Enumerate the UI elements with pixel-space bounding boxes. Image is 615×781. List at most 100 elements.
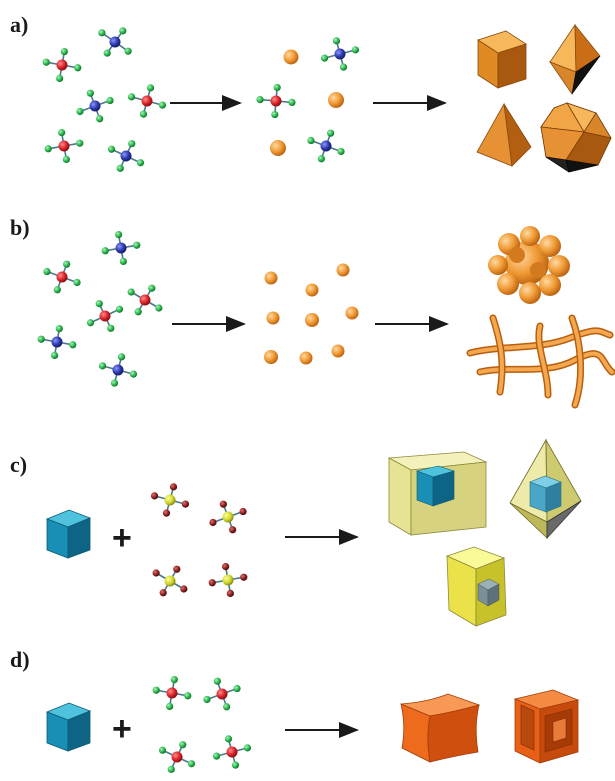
precursor-molecule: [86, 300, 124, 332]
ligand-atom: [150, 492, 159, 500]
metal-center-atom: [216, 688, 228, 700]
nanowire-network-orange: [466, 314, 615, 409]
ligand-atom: [229, 526, 237, 534]
ligand-atom: [74, 64, 82, 72]
ligand-atom: [42, 58, 50, 66]
ligand-atom: [337, 147, 345, 156]
ligand-atom: [134, 308, 142, 316]
metal-center-atom: [120, 150, 132, 162]
precursor-molecule: [43, 260, 81, 294]
ligand-atom: [307, 136, 315, 145]
panel-label-a: a): [10, 12, 28, 37]
nanoparticle-sphere: [264, 271, 278, 285]
metal-center-atom: [58, 140, 70, 152]
ligand-atom: [62, 155, 70, 163]
ligand-atom: [106, 96, 114, 105]
particles-layer: [264, 49, 359, 365]
nanoparticle-sphere: [305, 283, 319, 297]
ligand-atom: [223, 703, 231, 711]
ligand-atom: [76, 107, 84, 116]
nanoparticle-sphere: [264, 350, 278, 364]
ligand-atom: [136, 159, 145, 167]
ligand-atom: [231, 761, 240, 769]
ligand-atom: [53, 286, 61, 294]
precursor-molecule: [127, 284, 163, 316]
ligand-atom: [158, 746, 167, 754]
ligand-atom: [69, 341, 77, 349]
concave-nanocube-orange: [400, 693, 481, 763]
ligand-atom: [320, 54, 329, 62]
metal-center-atom: [222, 511, 234, 523]
ligand-atom: [226, 589, 234, 597]
precursor-molecule: [37, 325, 77, 359]
nanoparticle-sphere: [305, 313, 319, 327]
precursor-molecule: [256, 83, 296, 119]
ligand-atom: [158, 101, 167, 109]
ligand-atom: [110, 379, 119, 387]
ligand-atom: [98, 362, 107, 370]
metal-center-atom: [222, 574, 234, 586]
ligand-atom: [169, 483, 178, 491]
hollow-nanoframe-cube-orange: [513, 689, 580, 764]
ligand-atom: [209, 518, 217, 527]
nanoparticle-sphere: [331, 344, 345, 358]
nanoparticle-sphere: [283, 49, 299, 65]
ligand-atom: [37, 335, 45, 343]
metal-center-atom: [166, 687, 178, 699]
plus-sign-d: +: [112, 710, 132, 748]
ligand-atom: [128, 140, 136, 148]
metal-center-atom: [171, 751, 183, 763]
precursor-molecule: [158, 741, 196, 773]
precursor-molecule: [76, 89, 114, 123]
ligand-atom: [119, 257, 127, 265]
core-shell-cube-yellow: [387, 451, 488, 536]
ligand-atom: [56, 74, 64, 82]
ligand-atom: [95, 300, 103, 308]
metal-center-atom: [320, 140, 332, 152]
ligand-atom: [203, 695, 211, 704]
ligand-atom: [124, 47, 132, 55]
ligand-atom: [55, 325, 63, 333]
ligand-atom: [86, 89, 94, 97]
nanoparticle-sphere: [328, 92, 344, 108]
precursor-molecule: [209, 500, 247, 534]
precursor-molecule: [150, 483, 190, 517]
ligand-atom: [117, 353, 126, 361]
ligand-atom: [119, 27, 127, 35]
ligand-atom: [73, 278, 81, 287]
precursor-molecule: [152, 676, 192, 710]
ligand-atom: [256, 96, 264, 104]
ligand-atom: [213, 677, 221, 685]
metal-center-atom: [139, 294, 151, 306]
dendritic-nanoparticle-orange: [488, 226, 570, 304]
precursor-molecule: [127, 84, 167, 118]
ligand-atom: [180, 585, 188, 593]
ligand-atom: [152, 686, 160, 694]
ligand-atom: [60, 48, 68, 56]
core-shell-concave-cube-yellow: [445, 546, 507, 627]
metal-center-atom: [141, 95, 153, 107]
polyhedron-tetrahedron-orange: [476, 102, 532, 167]
molecules-layer: [37, 27, 360, 773]
precursor-molecule: [44, 129, 84, 163]
precursor-molecule: [212, 735, 252, 769]
polyhedron-icosahedron-orange: [540, 102, 612, 173]
panel-label-d: d): [10, 647, 30, 672]
ligand-atom: [233, 684, 241, 693]
ligand-atom: [173, 565, 181, 573]
seed-cube-blue-c: [45, 509, 92, 559]
polyhedron-cube-orange: [477, 30, 527, 89]
ligand-atom: [152, 569, 160, 577]
ligand-atom: [107, 145, 116, 153]
panel-label-c: c): [10, 452, 27, 477]
ligand-atom: [332, 37, 341, 45]
ligand-atom: [167, 765, 175, 773]
polyhedron-octahedron-orange: [548, 23, 601, 96]
metal-center-atom: [56, 59, 68, 71]
ligand-atom: [273, 83, 281, 92]
ligand-atom: [166, 702, 174, 710]
precursor-molecule: [307, 129, 345, 163]
metal-center-atom: [56, 271, 68, 283]
ligand-atom: [86, 319, 95, 327]
